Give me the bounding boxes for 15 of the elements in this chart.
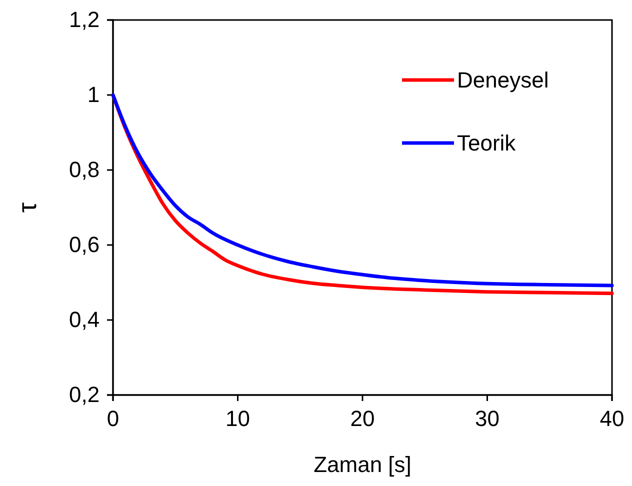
legend-label: Deneysel — [457, 68, 549, 93]
y-tick-label: 0,6 — [69, 232, 100, 258]
x-tick-label: 10 — [226, 406, 250, 431]
y-tick-label: 1 — [87, 82, 100, 108]
y-tick-label: 0,4 — [69, 307, 100, 332]
x-tick-label: 0 — [106, 406, 120, 431]
x-axis-title: Zaman [s] — [314, 452, 412, 477]
x-tick-label: 30 — [475, 406, 500, 431]
y-axis-title: τ — [12, 202, 42, 213]
x-tick-label: 20 — [350, 406, 375, 431]
legend-label: Teorik — [457, 130, 517, 156]
y-tick-label: 0,2 — [69, 382, 100, 408]
y-tick-label: 1,2 — [69, 7, 100, 32]
x-tick-label: 40 — [600, 406, 624, 431]
y-tick-label: 0,8 — [69, 157, 100, 182]
